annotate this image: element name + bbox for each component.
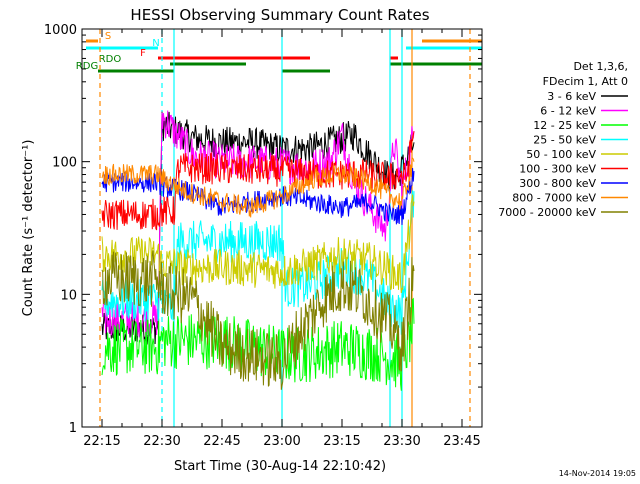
- series-line: [101, 250, 415, 390]
- x-tick-label: 23:45: [443, 434, 480, 449]
- x-tick-label: 23:30: [383, 434, 420, 449]
- flag-label-s: S: [105, 31, 111, 42]
- series-line: [101, 190, 415, 335]
- series-line: [101, 111, 415, 345]
- x-tick-label: 23:00: [263, 434, 300, 449]
- x-tick-label: 22:45: [203, 434, 240, 449]
- legend-header-line1: Det 1,3,6,: [573, 60, 628, 73]
- legend-header-line2: FDecim 1, Att 0: [543, 75, 628, 88]
- legend-entry-label: 300 - 800 keV: [519, 177, 596, 190]
- y-tick-label: 1: [69, 421, 77, 436]
- legend-entry-label: 50 - 100 keV: [526, 148, 596, 161]
- legend-entry-label: 3 - 6 keV: [547, 90, 596, 103]
- legend-entry-label: 100 - 300 keV: [519, 163, 596, 176]
- y-tick-label: 10: [60, 288, 77, 303]
- chart-title: HESSI Observing Summary Count Rates: [130, 6, 429, 24]
- legend-entry-label: 6 - 12 keV: [540, 105, 596, 118]
- flag-label-n: N: [152, 38, 159, 49]
- y-tick-label: 1000: [44, 23, 77, 38]
- x-axis-label: Start Time (30-Aug-14 22:10:42): [174, 459, 386, 474]
- x-tick-label: 23:15: [323, 434, 360, 449]
- legend-entry-label: 800 - 7000 keV: [512, 192, 596, 205]
- footer-timestamp: 14-Nov-2014 19:05: [559, 469, 636, 478]
- x-tick-label: 22:15: [83, 434, 120, 449]
- y-tick-label: 100: [52, 156, 77, 171]
- flag-label-rdo: RDO: [99, 54, 122, 65]
- y-axis-label: Count Rate (s⁻¹ detector⁻¹): [21, 140, 36, 317]
- series-line: [101, 297, 415, 391]
- x-tick-label: 22:30: [143, 434, 180, 449]
- flag-label-rdg: RDG: [76, 61, 98, 72]
- legend-entry-label: 12 - 25 keV: [533, 119, 596, 132]
- series-line: [101, 157, 415, 218]
- legend-entry-label: 25 - 50 keV: [533, 134, 596, 147]
- legend-entry-label: 7000 - 20000 keV: [498, 206, 596, 219]
- flag-label-f: F: [140, 48, 146, 59]
